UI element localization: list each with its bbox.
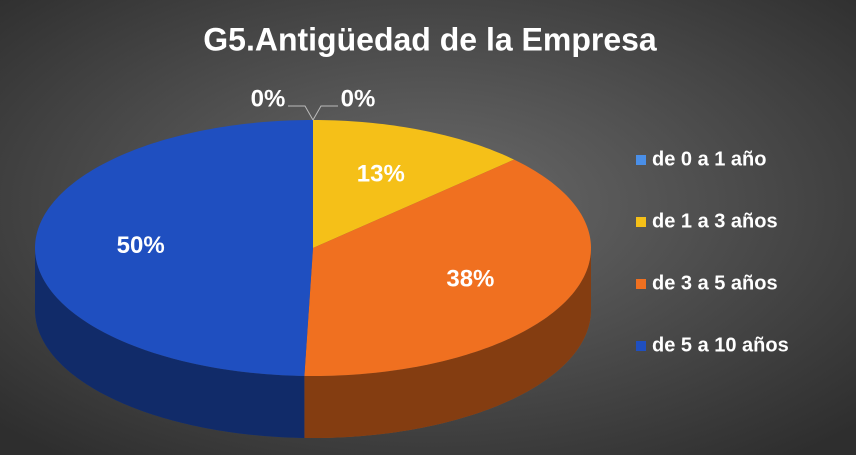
slice bbox=[35, 120, 313, 376]
slice-side bbox=[304, 248, 591, 438]
legend-label: de 0 a 1 año bbox=[652, 148, 767, 170]
leader-line bbox=[312, 105, 338, 121]
slice-side-shade bbox=[304, 248, 591, 438]
legend-label: de 1 a 3 años bbox=[652, 210, 778, 232]
slice-side-shade bbox=[35, 248, 305, 438]
slice bbox=[304, 159, 591, 376]
data-label: 0% bbox=[341, 85, 376, 112]
slice-side bbox=[35, 248, 305, 438]
data-label: 0% bbox=[251, 85, 286, 112]
legend-swatch bbox=[636, 341, 646, 351]
leader-line bbox=[288, 105, 314, 121]
chart-title: G5.Antigüedad de la Empresa bbox=[203, 21, 657, 57]
data-label: 38% bbox=[446, 266, 494, 293]
legend-swatch bbox=[636, 217, 646, 227]
data-label: 50% bbox=[117, 232, 165, 259]
legend-label: de 5 a 10 años bbox=[652, 334, 789, 356]
legend-label: de 3 a 5 años bbox=[652, 272, 778, 294]
legend-swatch bbox=[636, 279, 646, 289]
data-label: 13% bbox=[357, 160, 405, 187]
legend-swatch bbox=[636, 155, 646, 165]
slice bbox=[313, 120, 515, 248]
